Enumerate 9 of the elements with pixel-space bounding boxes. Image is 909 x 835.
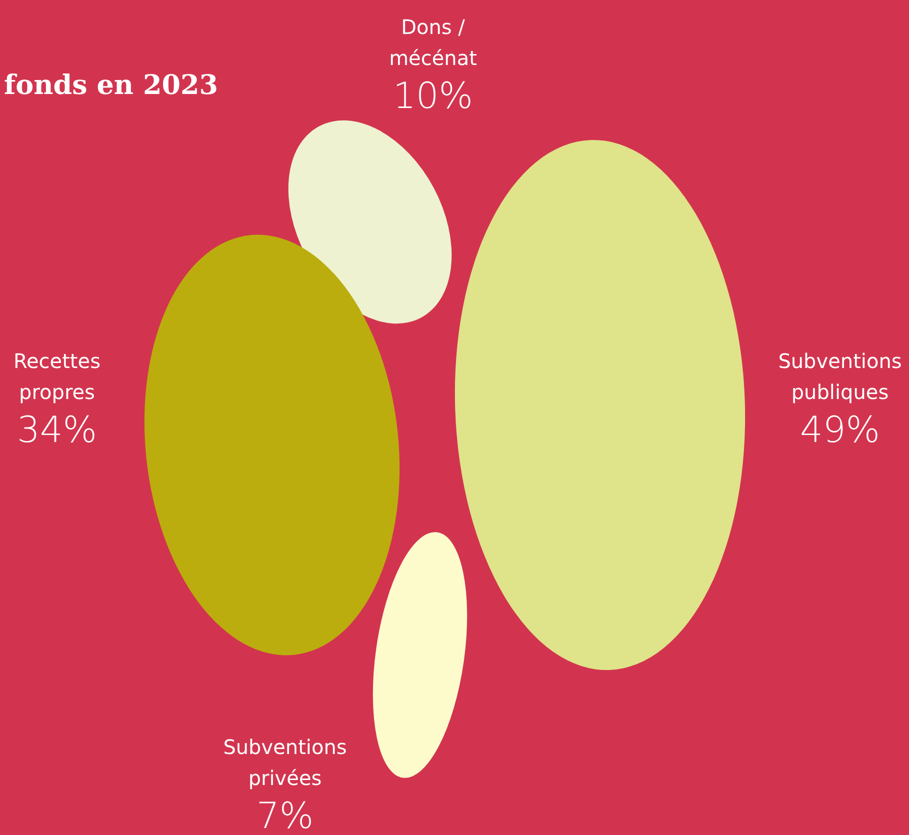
data-label: 10%	[392, 76, 474, 117]
data-label: 34%	[16, 410, 98, 451]
category-label: Subventions publiques	[778, 349, 902, 404]
category-label: Subventions privées	[223, 735, 347, 790]
data-label: 7%	[256, 796, 314, 835]
data-label: 49%	[800, 410, 880, 451]
category-label: Recettes propres	[13, 349, 101, 404]
category-label: Dons / mécénat	[389, 15, 478, 70]
text: fonds en 2023	[4, 70, 218, 101]
